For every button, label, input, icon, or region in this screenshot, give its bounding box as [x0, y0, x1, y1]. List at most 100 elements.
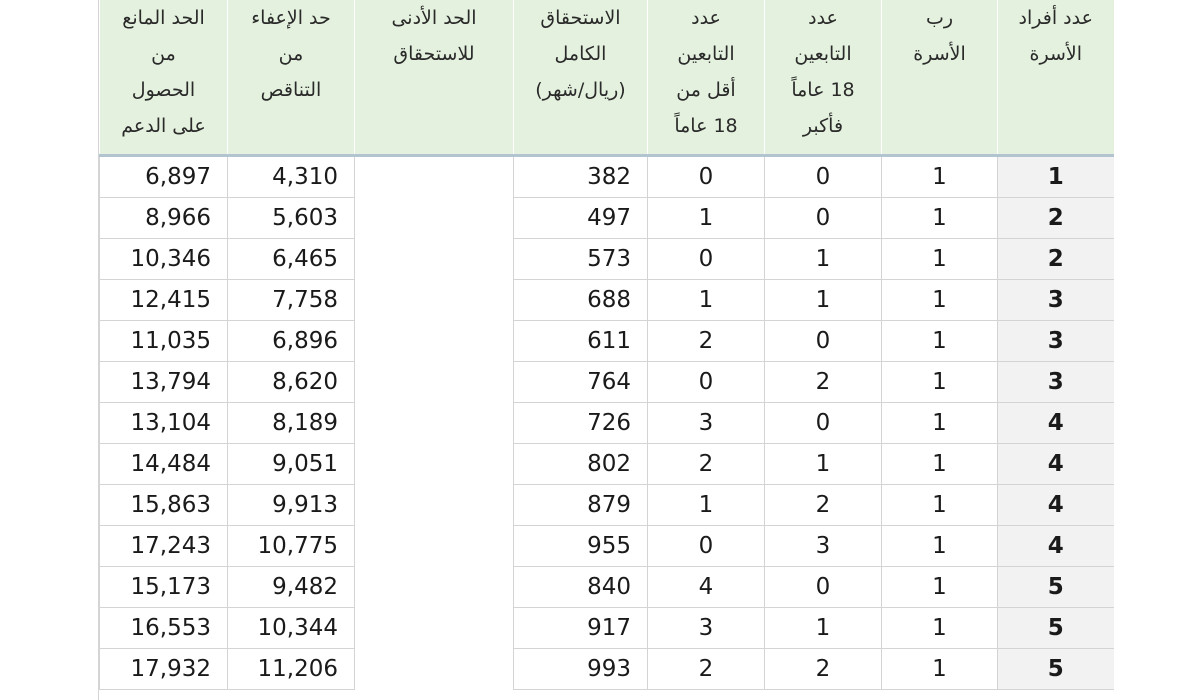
cell-dependents-18-plus: 2: [764, 484, 882, 526]
header-support-bar-limit: الحد المانع من الحصول على الدعم: [99, 0, 228, 157]
table-row: 3 1 0 2 611 6,896 11,035: [99, 320, 1114, 362]
header-head-of-family: رب الأسرة: [881, 0, 998, 157]
cell-dependents-under-18: 0: [647, 238, 765, 280]
cell-reduction-exemption-limit: 9,482: [227, 566, 355, 608]
cell-head-of-family: 1: [881, 566, 998, 608]
cell-dependents-under-18: 0: [647, 525, 765, 567]
cell-minimum-entitlement: [354, 443, 514, 485]
table-row: 2 1 0 1 497 5,603 8,966: [99, 197, 1114, 239]
cell-dependents-under-18: 3: [647, 402, 765, 444]
header-line: 18 عاماً: [791, 79, 855, 101]
cell-head-of-family: 1: [881, 155, 998, 198]
cell-dependents-under-18: 3: [647, 607, 765, 649]
header-line: حد الإعفاء: [251, 7, 331, 29]
cell-minimum-entitlement: [354, 402, 514, 444]
cell-reduction-exemption-limit: 6,896: [227, 320, 355, 362]
cell-head-of-family: 1: [881, 607, 998, 649]
header-line: من: [278, 43, 304, 65]
cell-full-entitlement: 688: [513, 279, 648, 321]
cell-dependents-under-18: 2: [647, 648, 765, 690]
cell-minimum-entitlement: [354, 484, 514, 526]
cell-support-bar-limit: 14,484: [99, 443, 228, 485]
support-eligibility-table-sheet: عدد أفراد الأسرة رب الأسرة عدد التابعين 18 عام…: [98, 0, 1114, 700]
cell-reduction-exemption-limit: 9,051: [227, 443, 355, 485]
cell-reduction-exemption-limit: 8,620: [227, 361, 355, 403]
cell-dependents-18-plus: 0: [764, 155, 882, 198]
cell-full-entitlement: 726: [513, 402, 648, 444]
cell-family-members-count: 4: [997, 484, 1114, 526]
cell-full-entitlement: 497: [513, 197, 648, 239]
cell-dependents-18-plus: 2: [764, 648, 882, 690]
cell-head-of-family: 1: [881, 443, 998, 485]
header-row: عدد أفراد الأسرة رب الأسرة عدد التابعين 18 عام…: [99, 0, 1114, 157]
cell-dependents-18-plus: 0: [764, 402, 882, 444]
cell-dependents-18-plus: 0: [764, 566, 882, 608]
header-line: الحصول: [131, 79, 196, 101]
cell-dependents-under-18: 1: [647, 279, 765, 321]
cell-head-of-family: 1: [881, 648, 998, 690]
header-line: الحد المانع: [122, 7, 205, 29]
cell-full-entitlement: 879: [513, 484, 648, 526]
cell-full-entitlement: 917: [513, 607, 648, 649]
cell-family-members-count: 5: [997, 648, 1114, 690]
cell-full-entitlement: 840: [513, 566, 648, 608]
table-row: 4 1 0 3 726 8,189 13,104: [99, 402, 1114, 444]
header-line: (ريال/شهر): [535, 79, 626, 101]
header-line: للاستحقاق: [393, 43, 475, 65]
cell-reduction-exemption-limit: 9,913: [227, 484, 355, 526]
cell-dependents-under-18: 1: [647, 197, 765, 239]
cell-reduction-exemption-limit: 4,310: [227, 155, 355, 198]
cell-family-members-count: 2: [997, 197, 1114, 239]
cell-support-bar-limit: 15,863: [99, 484, 228, 526]
header-line: رب: [925, 7, 954, 29]
cell-family-members-count: 5: [997, 607, 1114, 649]
cell-full-entitlement: 955: [513, 525, 648, 567]
cell-minimum-entitlement: [354, 607, 514, 649]
table-row: 4 1 3 0 955 10,775 17,243: [99, 525, 1114, 567]
header-line: عدد: [808, 7, 838, 29]
cell-dependents-under-18: 2: [647, 443, 765, 485]
cell-minimum-entitlement: [354, 238, 514, 280]
table-body: 1 1 0 0 382 4,310 6,897 2 1 0 1 497 5,603 8,966 2 1 1 0 57…: [99, 155, 1114, 690]
cell-reduction-exemption-limit: 5,603: [227, 197, 355, 239]
cell-minimum-entitlement: [354, 648, 514, 690]
cell-dependents-under-18: 0: [647, 361, 765, 403]
header-dependents-under-18: عدد التابعين أقل من 18 عاماً: [647, 0, 765, 157]
cell-support-bar-limit: 11,035: [99, 320, 228, 362]
cell-head-of-family: 1: [881, 361, 998, 403]
header-line: على الدعم: [121, 115, 206, 137]
header-reduction-exemption-limit: حد الإعفاء من التناقص: [227, 0, 355, 157]
header-line: من: [151, 43, 176, 65]
cell-minimum-entitlement: [354, 320, 514, 362]
cell-dependents-under-18: 0: [647, 155, 765, 198]
cell-head-of-family: 1: [881, 279, 998, 321]
cell-dependents-18-plus: 1: [764, 607, 882, 649]
table-row: 4 1 1 2 802 9,051 14,484: [99, 443, 1114, 485]
table-row: 2 1 1 0 573 6,465 10,346: [99, 238, 1114, 280]
cell-support-bar-limit: 13,104: [99, 402, 228, 444]
table-row: 1 1 0 0 382 4,310 6,897: [99, 155, 1114, 198]
header-line: أقل من: [676, 79, 736, 101]
header-line: التناقص: [260, 79, 322, 101]
cell-support-bar-limit: 17,932: [99, 648, 228, 690]
support-eligibility-table: عدد أفراد الأسرة رب الأسرة عدد التابعين 18 عام…: [99, 0, 1114, 690]
cell-family-members-count: 3: [997, 361, 1114, 403]
table-row: 3 1 2 0 764 8,620 13,794: [99, 361, 1114, 403]
cell-support-bar-limit: 10,346: [99, 238, 228, 280]
cell-reduction-exemption-limit: 10,775: [227, 525, 355, 567]
table-row: 4 1 2 1 879 9,913 15,863: [99, 484, 1114, 526]
cell-dependents-18-plus: 1: [764, 279, 882, 321]
header-line: عدد: [691, 7, 721, 29]
cell-dependents-18-plus: 0: [764, 197, 882, 239]
cell-dependents-under-18: 4: [647, 566, 765, 608]
cell-family-members-count: 1: [997, 155, 1114, 198]
cell-reduction-exemption-limit: 8,189: [227, 402, 355, 444]
header-line: التابعين: [794, 43, 852, 65]
cell-support-bar-limit: 6,897: [99, 155, 228, 198]
cell-dependents-18-plus: 1: [764, 443, 882, 485]
cell-head-of-family: 1: [881, 484, 998, 526]
cell-head-of-family: 1: [881, 525, 998, 567]
cell-minimum-entitlement: [354, 197, 514, 239]
cell-dependents-18-plus: 2: [764, 361, 882, 403]
cell-support-bar-limit: 8,966: [99, 197, 228, 239]
